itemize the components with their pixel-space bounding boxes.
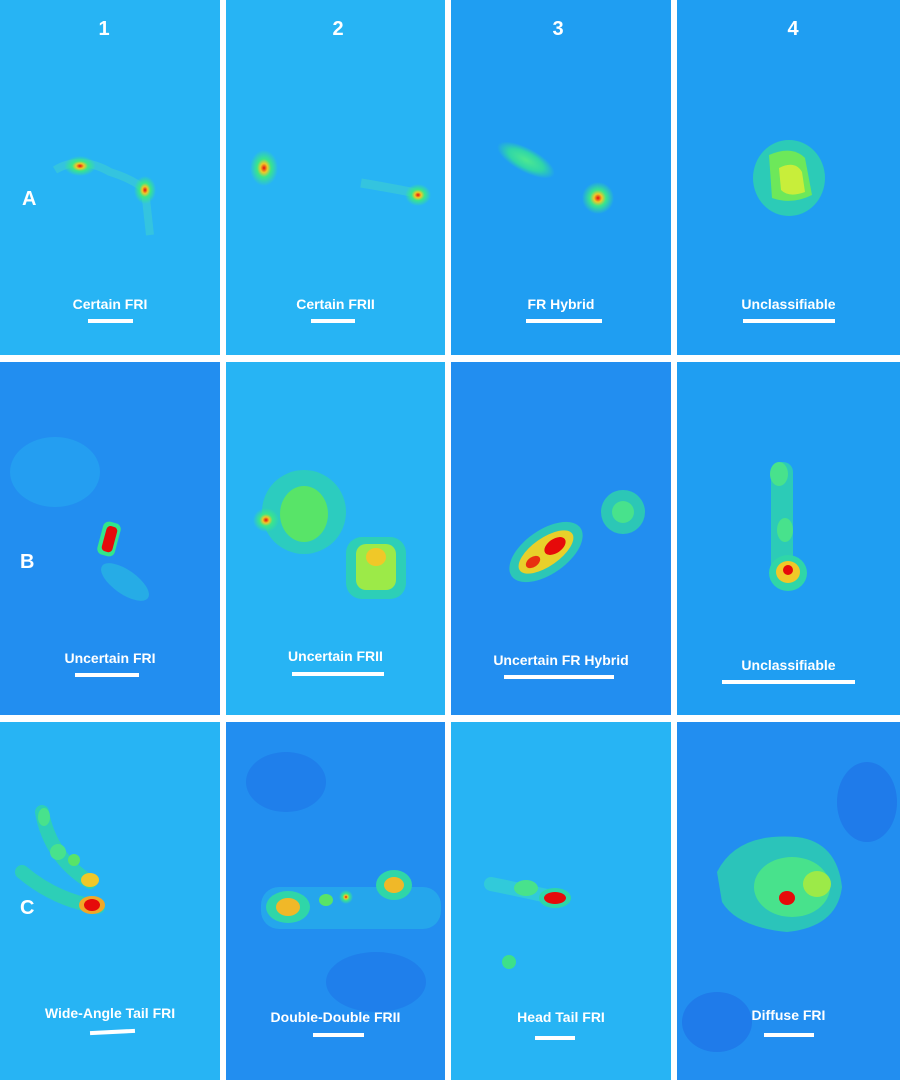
panel-caption: Head Tail FRI (517, 1009, 605, 1025)
scale-bar (535, 1036, 575, 1040)
radio-image-a1 (0, 0, 220, 355)
panel-b1: Uncertain FRI B (0, 362, 220, 715)
panel-b4: Unclassifiable (677, 362, 900, 715)
panel-caption: Unclassifiable (741, 657, 836, 673)
panel-caption: Certain FRII (296, 296, 375, 312)
panel-c3: Head Tail FRI (451, 722, 671, 1080)
panel-caption: Uncertain FRI (64, 650, 156, 666)
scale-bar (722, 680, 855, 684)
panel-caption: Double-Double FRII (270, 1009, 401, 1025)
scale-bar (526, 319, 602, 323)
panel-c2: Double-Double FRII (226, 722, 445, 1080)
panel-a4: Unclassifiable 4 (677, 0, 900, 355)
panel-caption: Certain FRI (72, 296, 148, 312)
panel-caption: Wide-Angle Tail FRI (44, 1005, 176, 1021)
panel-caption: FR Hybrid (527, 296, 595, 312)
panel-c4: Diffuse FRI (677, 722, 900, 1080)
radio-image-b1 (0, 362, 220, 715)
scale-bar (504, 675, 614, 679)
row-label-c: C (20, 897, 35, 919)
radio-image-c4 (677, 722, 900, 1080)
scale-bar (88, 319, 133, 323)
column-label-1: 1 (98, 18, 110, 40)
scale-bar (313, 1033, 364, 1037)
column-label-3: 3 (552, 18, 564, 40)
radio-image-a3 (451, 0, 671, 355)
panel-a2: Certain FRII 2 (226, 0, 445, 355)
panel-caption: Diffuse FRI (751, 1007, 826, 1023)
scale-bar (743, 319, 835, 323)
radio-image-b2 (226, 362, 445, 715)
panel-b2: Uncertain FRII (226, 362, 445, 715)
radio-image-b4 (677, 362, 900, 715)
panel-caption: Uncertain FR Hybrid (493, 652, 629, 668)
panel-c1: Wide-Angle Tail FRI C (0, 722, 220, 1080)
column-label-2: 2 (332, 18, 344, 40)
scale-bar (75, 673, 139, 677)
row-label-a: A (22, 188, 37, 210)
panel-caption: Unclassifiable (741, 296, 836, 312)
radio-image-a4 (677, 0, 900, 355)
radio-image-a2 (226, 0, 445, 355)
panel-b3: Uncertain FR Hybrid (451, 362, 671, 715)
radio-image-c3 (451, 722, 671, 1080)
scale-bar (311, 319, 355, 323)
scale-bar (292, 672, 384, 676)
scale-bar (764, 1033, 814, 1037)
radio-image-b3 (451, 362, 671, 715)
radio-image-c1 (0, 722, 220, 1080)
radio-image-c2 (226, 722, 445, 1080)
panel-a3: FR Hybrid 3 (451, 0, 671, 355)
row-label-b: B (20, 551, 35, 573)
column-label-4: 4 (787, 18, 799, 40)
panel-caption: Uncertain FRII (288, 648, 383, 664)
panel-a1: Certain FRI 1 A (0, 0, 220, 355)
